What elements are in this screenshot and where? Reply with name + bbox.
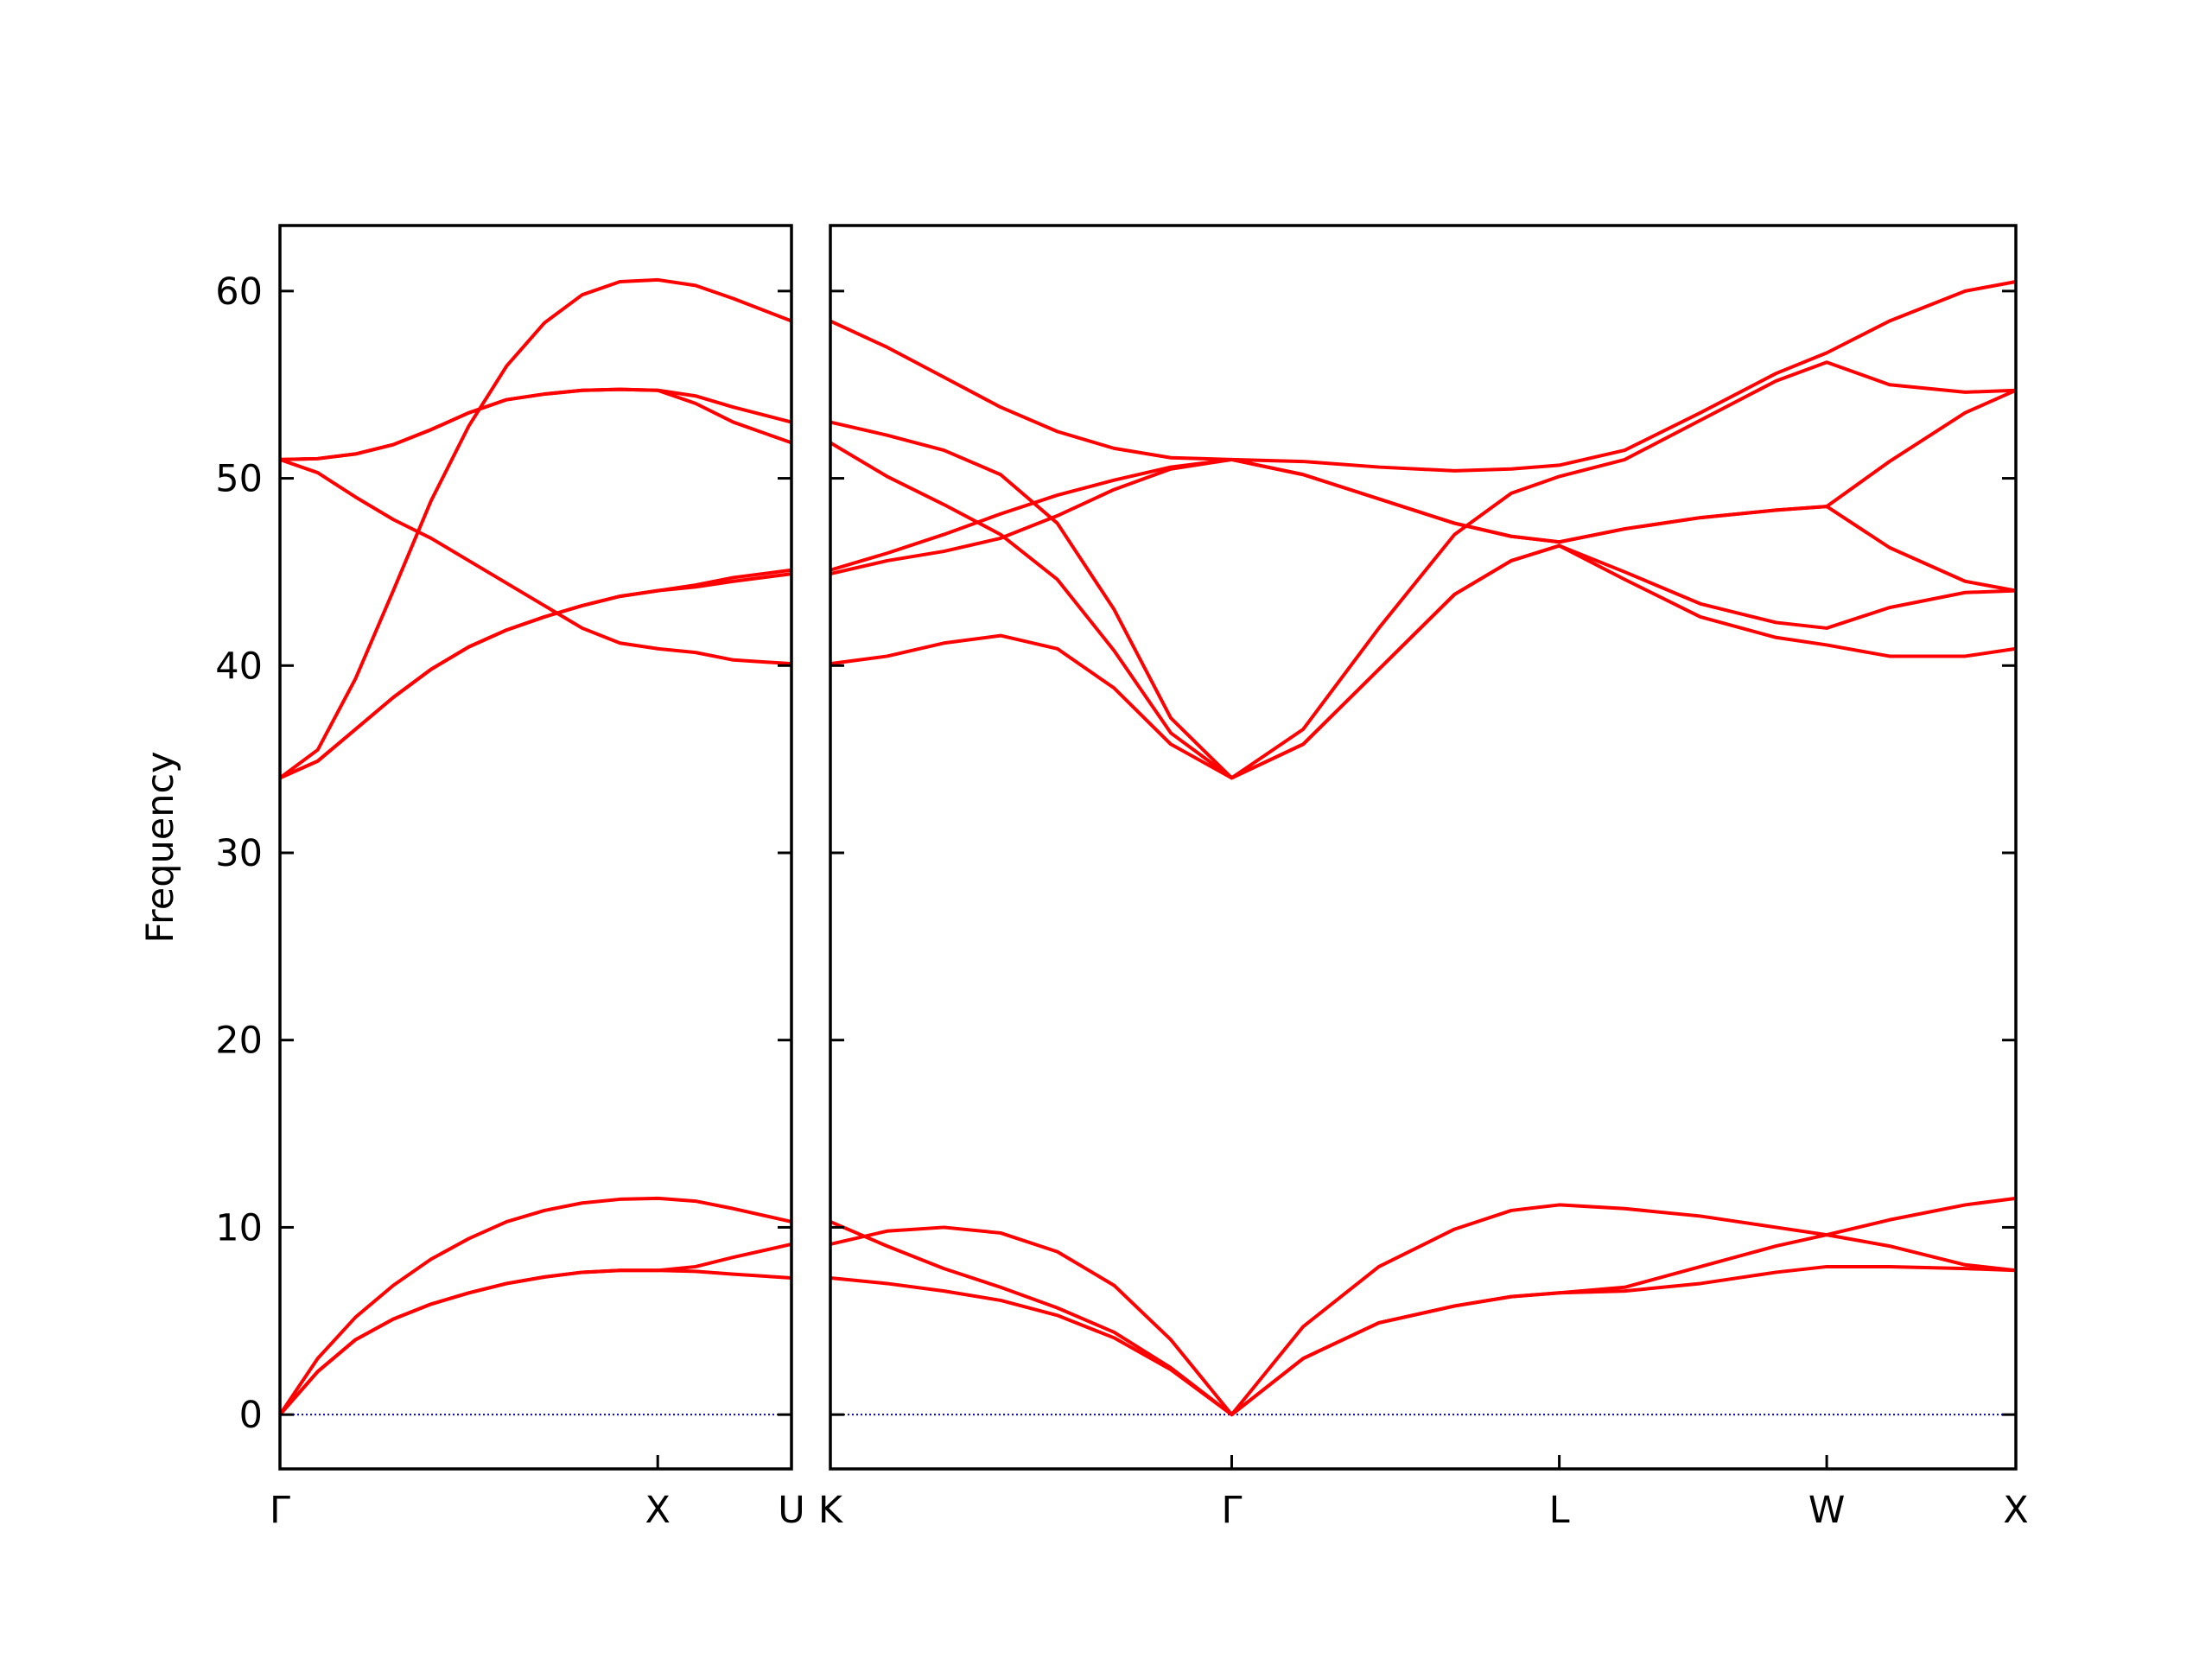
- x-tick-label: Γ: [270, 1489, 290, 1532]
- y-tick-label: 30: [215, 832, 263, 875]
- x-tick-label: X: [2003, 1489, 2028, 1532]
- band-line: [830, 457, 2017, 593]
- band-line: [829, 441, 2017, 780]
- band-line: [278, 277, 792, 779]
- y-tick-label: 10: [215, 1206, 263, 1249]
- band-line: [278, 1242, 792, 1416]
- plot-frame: [829, 224, 2018, 1471]
- band-line: [279, 387, 792, 461]
- band-line: [830, 1220, 2017, 1417]
- y-tick-label: 40: [215, 645, 263, 688]
- band-line: [278, 1196, 792, 1416]
- x-tick-label: Γ: [1221, 1489, 1242, 1532]
- band-line: [279, 458, 792, 666]
- x-tick-label: L: [1549, 1489, 1570, 1532]
- x-tick-label: W: [1808, 1489, 1846, 1532]
- y-axis-label: Frequency: [139, 751, 182, 943]
- band-line: [279, 568, 792, 780]
- band-line: [278, 1268, 792, 1416]
- y-tick-label: 60: [215, 270, 263, 314]
- y-tick-label: 0: [239, 1394, 263, 1437]
- band-line: [830, 360, 2017, 780]
- y-tick-label: 50: [215, 458, 263, 501]
- plot-frame: [278, 224, 793, 1471]
- band-line: [830, 543, 2017, 780]
- x-tick-label: X: [645, 1489, 670, 1532]
- band-line: [830, 280, 2017, 473]
- band-line: [279, 387, 792, 461]
- x-tick-label: K: [818, 1489, 844, 1532]
- y-tick-label: 20: [215, 1020, 263, 1063]
- band-line: [830, 1196, 2017, 1417]
- x-tick-label: U: [778, 1489, 804, 1532]
